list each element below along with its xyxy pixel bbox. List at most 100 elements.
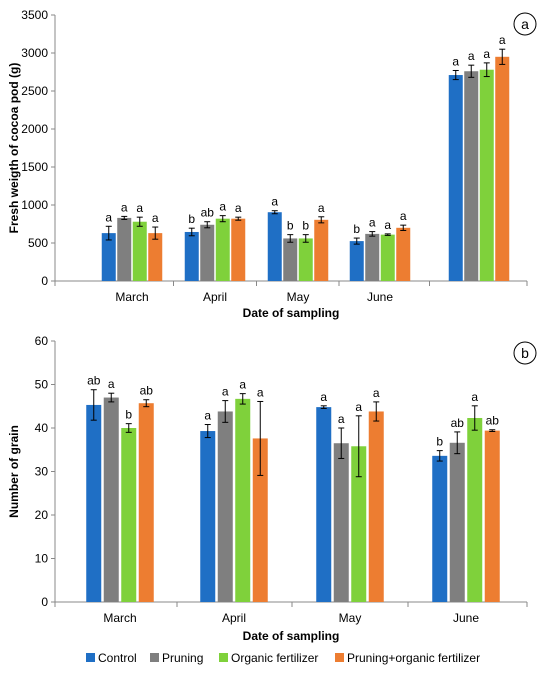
bar <box>464 71 479 282</box>
bar <box>349 241 364 281</box>
significance-letter: b <box>188 212 195 226</box>
y-tick-label: 0 <box>41 595 48 609</box>
bar <box>368 411 384 602</box>
bar <box>217 411 233 602</box>
bar <box>351 446 367 602</box>
significance-letter: ab <box>87 374 101 388</box>
significance-letter: a <box>355 400 362 414</box>
y-tick-label: 30 <box>35 465 49 479</box>
bar <box>200 224 215 281</box>
bar <box>495 56 510 281</box>
bar <box>448 75 463 281</box>
significance-letter: a <box>136 201 143 215</box>
bar <box>396 227 411 281</box>
significance-letter: a <box>152 211 159 225</box>
significance-letter: a <box>384 218 391 232</box>
x-tick-label: April <box>203 290 227 304</box>
bar <box>101 233 116 281</box>
significance-letter: b <box>353 222 360 236</box>
bar <box>252 438 268 602</box>
panel-label: a <box>521 16 529 32</box>
significance-letter: a <box>468 49 475 63</box>
legend-swatch <box>86 653 95 662</box>
significance-letter: a <box>471 390 478 404</box>
x-tick-label: April <box>222 611 246 625</box>
legend-swatch <box>335 653 344 662</box>
legend-swatch <box>150 653 159 662</box>
bar <box>365 233 380 281</box>
bar <box>298 238 313 281</box>
bar <box>283 238 298 281</box>
significance-letter: a <box>121 200 128 214</box>
bar <box>103 397 119 602</box>
y-tick-label: 10 <box>35 552 49 566</box>
significance-letter: a <box>499 33 506 47</box>
significance-letter: b <box>436 435 443 449</box>
bar <box>479 69 494 281</box>
legend: Control Pruning Organic fertilizer Pruning+… <box>86 651 480 665</box>
significance-letter: a <box>320 390 327 404</box>
significance-letter: a <box>105 210 112 224</box>
bar <box>121 428 137 602</box>
x-tick-label: March <box>115 290 148 304</box>
y-tick-label: 1500 <box>21 160 48 174</box>
significance-letter: b <box>287 219 294 233</box>
significance-letter: a <box>483 47 490 61</box>
legend-label: Pruning+organic fertilizer <box>347 651 480 665</box>
bar <box>200 431 216 602</box>
bar <box>467 417 483 602</box>
bar <box>184 231 199 281</box>
significance-letter: ab <box>140 384 154 398</box>
x-tick-label: June <box>453 611 479 625</box>
bar <box>449 442 465 602</box>
bar <box>231 218 246 281</box>
significance-letter: ab <box>451 416 465 430</box>
y-axis-title: Fresh weigth of cocoa pod (g) <box>7 63 21 234</box>
legend-label: Pruning <box>162 651 203 665</box>
significance-letter: a <box>219 200 226 214</box>
significance-letter: a <box>271 195 278 209</box>
y-tick-label: 60 <box>35 334 49 348</box>
significance-letter: a <box>400 209 407 223</box>
significance-letter: a <box>373 386 380 400</box>
bar <box>235 398 251 602</box>
significance-letter: b <box>125 408 132 422</box>
significance-letter: a <box>257 385 264 399</box>
bar <box>432 455 448 602</box>
panel-label-circle <box>513 341 537 365</box>
bar <box>314 219 329 281</box>
y-tick-label: 50 <box>35 378 49 392</box>
y-tick-label: 2000 <box>21 122 48 136</box>
bar <box>138 403 154 602</box>
bar <box>267 212 282 281</box>
y-tick-label: 3000 <box>21 46 48 60</box>
y-tick-label: 2500 <box>21 84 48 98</box>
bar <box>484 430 500 602</box>
significance-letter: a <box>452 54 459 68</box>
significance-letter: a <box>239 378 246 392</box>
y-tick-label: 500 <box>28 236 48 250</box>
y-tick-label: 1000 <box>21 198 48 212</box>
bar <box>132 221 147 281</box>
bar <box>117 217 132 281</box>
significance-letter: a <box>222 385 229 399</box>
legend-label: Control <box>98 651 137 665</box>
y-axis-title: Number of grain <box>7 425 21 518</box>
panel-label-circle <box>513 12 537 36</box>
significance-letter: a <box>318 201 325 215</box>
x-tick-label: March <box>103 611 136 625</box>
bar <box>215 218 230 281</box>
significance-letter: a <box>338 412 345 426</box>
legend-swatch <box>219 653 228 662</box>
bar <box>333 443 349 602</box>
y-tick-label: 0 <box>41 274 48 288</box>
significance-letter: a <box>369 216 376 230</box>
y-tick-label: 20 <box>35 508 49 522</box>
y-tick-label: 40 <box>35 421 49 435</box>
bar <box>316 407 332 602</box>
significance-letter: a <box>108 377 115 391</box>
bar <box>148 233 163 281</box>
x-tick-label: June <box>367 290 393 304</box>
